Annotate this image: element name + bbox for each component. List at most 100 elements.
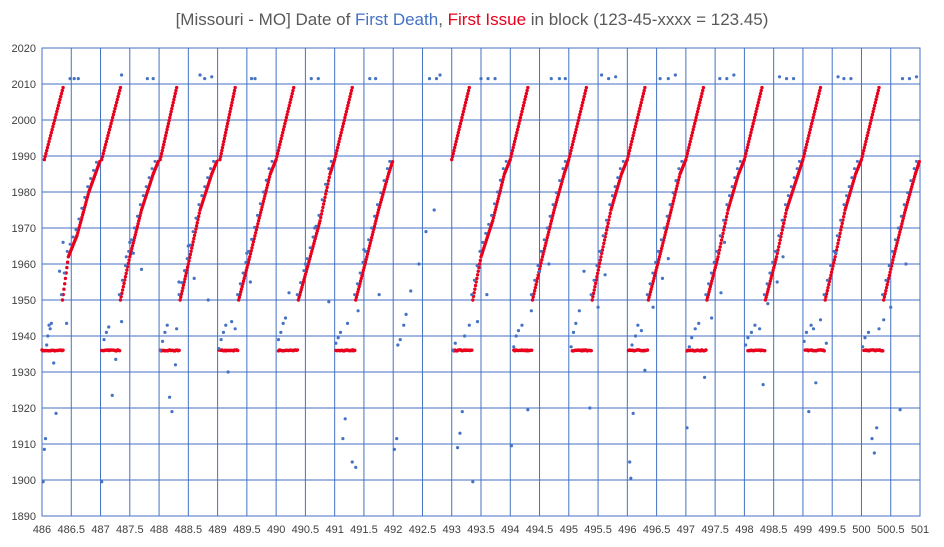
first-issue-point xyxy=(339,134,342,137)
first-issue-point xyxy=(694,119,697,122)
first-death-point xyxy=(685,426,688,429)
first-issue-point xyxy=(225,128,228,131)
first-issue-point xyxy=(513,140,516,143)
first-issue-point xyxy=(700,92,703,95)
first-issue-point xyxy=(236,349,239,352)
first-issue-point xyxy=(296,348,299,351)
first-issue-point xyxy=(748,137,751,140)
first-issue-point xyxy=(189,253,192,256)
first-issue-point xyxy=(197,215,200,218)
first-death-point xyxy=(636,324,639,327)
first-issue-point xyxy=(112,113,115,116)
first-death-point xyxy=(409,289,412,292)
first-issue-point xyxy=(127,262,130,265)
first-issue-point xyxy=(63,282,66,285)
first-death-point xyxy=(630,343,633,346)
x-tick-label: 499 xyxy=(794,524,812,536)
y-tick-label: 1950 xyxy=(12,295,36,307)
first-issue-point xyxy=(864,140,867,143)
first-death-point xyxy=(166,324,169,327)
first-death-point xyxy=(839,219,842,222)
x-tick-label: 493 xyxy=(443,524,461,536)
first-issue-point xyxy=(831,267,834,270)
first-death-point xyxy=(694,327,697,330)
first-death-point xyxy=(468,324,471,327)
first-issue-point xyxy=(634,125,637,128)
first-issue-point xyxy=(47,143,50,146)
first-issue-point xyxy=(803,149,806,152)
first-issue-point xyxy=(581,101,584,104)
first-issue-point xyxy=(569,149,572,152)
first-issue-point xyxy=(575,125,578,128)
first-issue-point xyxy=(817,92,820,95)
first-issue-point xyxy=(754,110,757,113)
first-issue-point xyxy=(167,122,170,125)
first-death-point xyxy=(657,250,660,253)
first-issue-point xyxy=(318,219,321,222)
first-death-point xyxy=(898,408,901,411)
first-issue-point xyxy=(223,134,226,137)
first-death-point xyxy=(555,191,558,194)
first-issue-point xyxy=(116,95,119,98)
first-issue-point xyxy=(218,158,221,161)
first-issue-point xyxy=(860,155,863,158)
first-death-point xyxy=(262,191,265,194)
first-death-point xyxy=(505,160,508,163)
first-death-point xyxy=(785,77,788,80)
first-death-point xyxy=(900,215,903,218)
first-issue-point xyxy=(114,104,117,107)
first-death-point xyxy=(510,444,513,447)
first-issue-point xyxy=(351,86,354,89)
first-death-point xyxy=(417,262,420,265)
first-issue-point xyxy=(638,107,641,110)
first-death-point xyxy=(321,198,324,201)
first-death-point xyxy=(86,185,89,188)
first-issue-point xyxy=(454,143,457,146)
first-issue-point xyxy=(628,149,631,152)
first-issue-point xyxy=(530,349,533,352)
first-issue-point xyxy=(105,137,108,140)
first-issue-point xyxy=(569,152,572,155)
first-issue-point xyxy=(101,155,104,158)
first-issue-point xyxy=(763,349,766,352)
first-death-point xyxy=(68,77,71,80)
first-death-point xyxy=(435,77,438,80)
first-issue-point xyxy=(595,275,598,278)
y-tick-label: 1940 xyxy=(12,331,36,343)
first-issue-point xyxy=(578,113,581,116)
first-issue-point xyxy=(812,113,815,116)
first-issue-point xyxy=(334,152,337,155)
first-death-point xyxy=(259,202,262,205)
first-death-point xyxy=(671,191,674,194)
first-issue-point xyxy=(118,89,121,92)
first-issue-point xyxy=(753,116,756,119)
first-death-point xyxy=(310,77,313,80)
first-issue-point xyxy=(828,277,831,280)
first-issue-point xyxy=(744,152,747,155)
first-death-point xyxy=(608,203,611,206)
first-death-point xyxy=(212,160,215,163)
first-issue-point xyxy=(743,158,746,161)
first-death-point xyxy=(330,160,333,163)
first-issue-point xyxy=(593,285,596,288)
first-issue-point xyxy=(639,104,642,107)
first-death-point xyxy=(790,185,793,188)
first-death-point xyxy=(582,270,585,273)
first-issue-point xyxy=(805,143,808,146)
first-issue-point xyxy=(887,277,890,280)
first-issue-point xyxy=(322,202,325,205)
first-death-point xyxy=(663,227,666,230)
first-issue-point xyxy=(691,128,694,131)
first-issue-point xyxy=(572,137,575,140)
x-tick-label: 498.5 xyxy=(760,524,788,536)
first-issue-point xyxy=(320,209,323,212)
first-issue-point xyxy=(345,107,348,110)
first-death-point xyxy=(72,236,75,239)
x-tick-label: 495 xyxy=(560,524,578,536)
first-death-point xyxy=(753,324,756,327)
first-issue-point xyxy=(118,349,121,352)
first-death-point xyxy=(654,261,657,264)
first-death-point xyxy=(850,176,853,179)
first-death-point xyxy=(198,73,201,76)
first-issue-point xyxy=(718,245,721,248)
